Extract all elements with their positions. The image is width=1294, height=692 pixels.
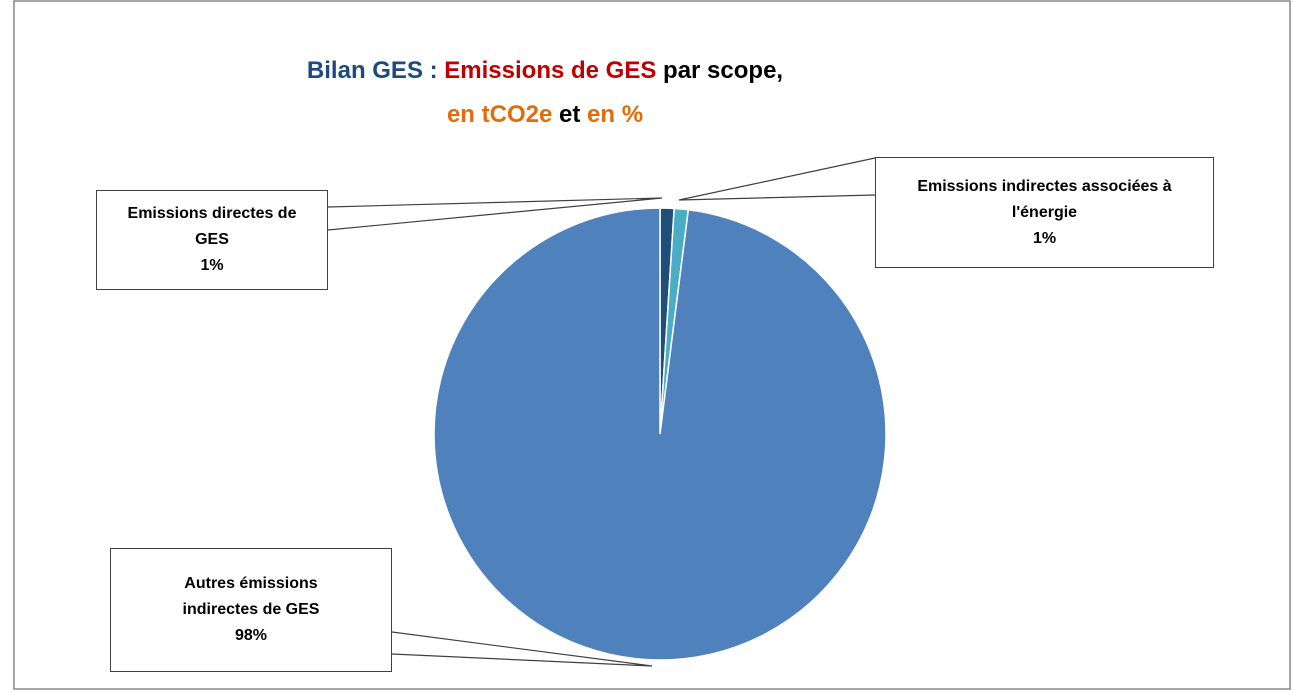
title-part: Bilan GES : (307, 57, 438, 84)
label-box: Emissions indirectes associées à l'énerg… (875, 157, 1214, 268)
title-part: Emissions de GES (444, 57, 656, 84)
label-box: Autres émissions indirectes de GES 98% (110, 548, 392, 672)
title-part: en tCO2e (447, 101, 552, 128)
leader-line (327, 197, 663, 231)
title-part: en % (587, 101, 643, 128)
title-part: et (559, 101, 580, 128)
chart-title: en tCO2e et en % (447, 101, 643, 128)
chart-frame (13, 0, 1291, 690)
value-label: 98% (234, 627, 268, 644)
pie-slice (433, 207, 887, 661)
value-label: 1% (200, 257, 224, 274)
leaders (327, 157, 876, 667)
slice-label: Autres émissions indirectes de GES (182, 575, 320, 618)
leader-line (391, 631, 653, 667)
slice-label: Emissions directes de GES (127, 205, 297, 248)
value-label: 1% (1032, 229, 1057, 247)
chart-title: Bilan GES : Emissions de GES par scope, (307, 57, 783, 84)
leader-line (678, 157, 876, 201)
title-part: par scope, (663, 57, 783, 84)
label-box: Emissions directes de GES 1% (96, 190, 328, 290)
slice-label: Emissions indirectes associées à l'énerg… (917, 177, 1172, 221)
